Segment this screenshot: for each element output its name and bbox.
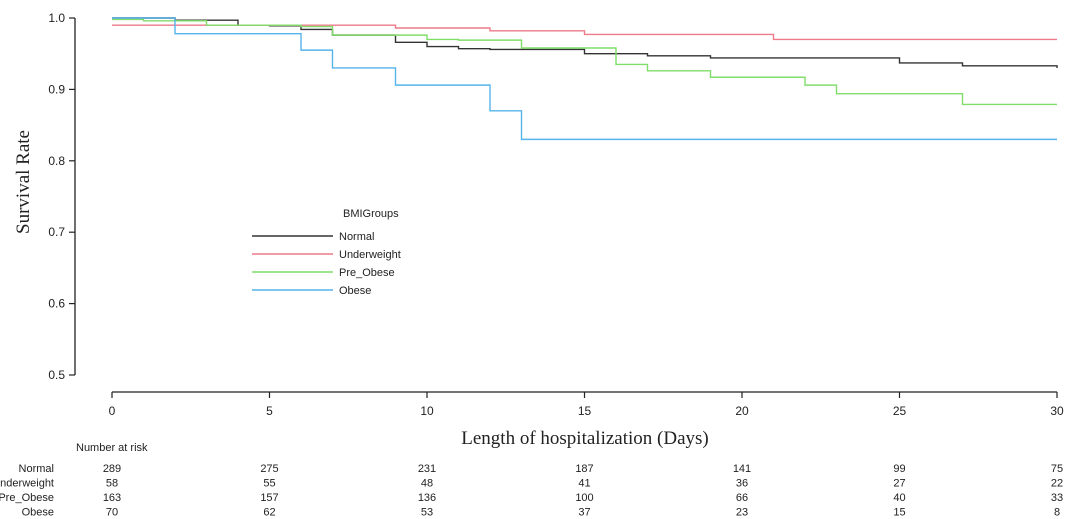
x-tick-label: 25 [893,404,907,418]
y-tick-label: 0.6 [48,297,65,311]
y-tick-label: 0.9 [48,82,65,96]
risk-table-cell: 58 [106,478,118,490]
risk-table-cell: 48 [421,478,433,490]
x-tick-label: 20 [735,404,749,418]
legend: BMIGroups Normal Underweight Pre_Obese Obese [252,208,401,297]
x-tick-label: 15 [578,404,592,418]
risk-table-cell: 70 [106,507,118,519]
risk-table-cell: 55 [263,478,275,490]
risk-table-cell: 100 [575,492,593,504]
risk-table-cell: 15 [893,507,905,519]
risk-table-cell: 99 [893,463,905,475]
risk-table-cell: 36 [736,478,748,490]
risk-table-cell: 33 [1051,492,1063,504]
risk-table-cell: 66 [736,492,748,504]
legend-label: Pre_Obese [339,267,395,279]
x-axis-title: Length of hospitalization (Days) [461,428,708,449]
risk-table-cell: 275 [260,463,278,475]
x-tick-label: 10 [420,404,434,418]
risk-table-cell: 231 [418,463,436,475]
risk-table-cell: 22 [1051,478,1063,490]
risk-table-cell: 37 [578,507,590,519]
risk-table-cell: 23 [736,507,748,519]
legend-title: BMIGroups [343,208,399,220]
risk-table-cell: 141 [733,463,751,475]
risk-table-cell: 163 [103,492,121,504]
risk-table-group-label: Underweight [0,478,54,490]
risk-table-group-label: Pre_Obese [0,492,54,504]
y-tick-label: 0.8 [48,154,65,168]
risk-table-cell: 53 [421,507,433,519]
risk-table: Number at risk Normal 289 275 231 187 141 99 75 U… [0,442,1063,519]
series-line-normal [112,17,1058,68]
y-axis-title: Survival Rate [13,130,34,234]
legend-label: Underweight [339,249,401,261]
series-line-pre-obese [112,18,1057,106]
plot-area: 0.5 0.6 0.7 0.8 0.9 1.0 0 5 10 15 20 25 30 Length of … [13,11,1064,449]
legend-label: Obese [339,285,371,297]
x-tick-label: 0 [109,404,116,418]
risk-table-cell: 187 [575,463,593,475]
series-line-obese [112,17,1057,141]
risk-table-cell: 8 [1054,507,1060,519]
survival-curves [112,17,1058,141]
risk-table-cell: 40 [893,492,905,504]
risk-table-cell: 289 [103,463,121,475]
risk-table-cell: 27 [893,478,905,490]
y-tick-label: 1.0 [48,11,65,25]
risk-table-cell: 62 [263,507,275,519]
risk-table-cell: 136 [418,492,436,504]
y-tick-label: 0.5 [48,368,65,382]
risk-table-cell: 75 [1051,463,1063,475]
risk-table-group-label: Normal [19,463,54,475]
x-tick-label: 30 [1050,404,1064,418]
y-tick-label: 0.7 [48,225,65,239]
risk-table-title: Number at risk [76,442,148,454]
series-line-underweight [112,24,1057,41]
risk-table-group-label: Obese [22,507,54,519]
legend-label: Normal [339,231,374,243]
risk-table-cell: 41 [578,478,590,490]
risk-table-cell: 157 [260,492,278,504]
x-tick-label: 5 [266,404,273,418]
